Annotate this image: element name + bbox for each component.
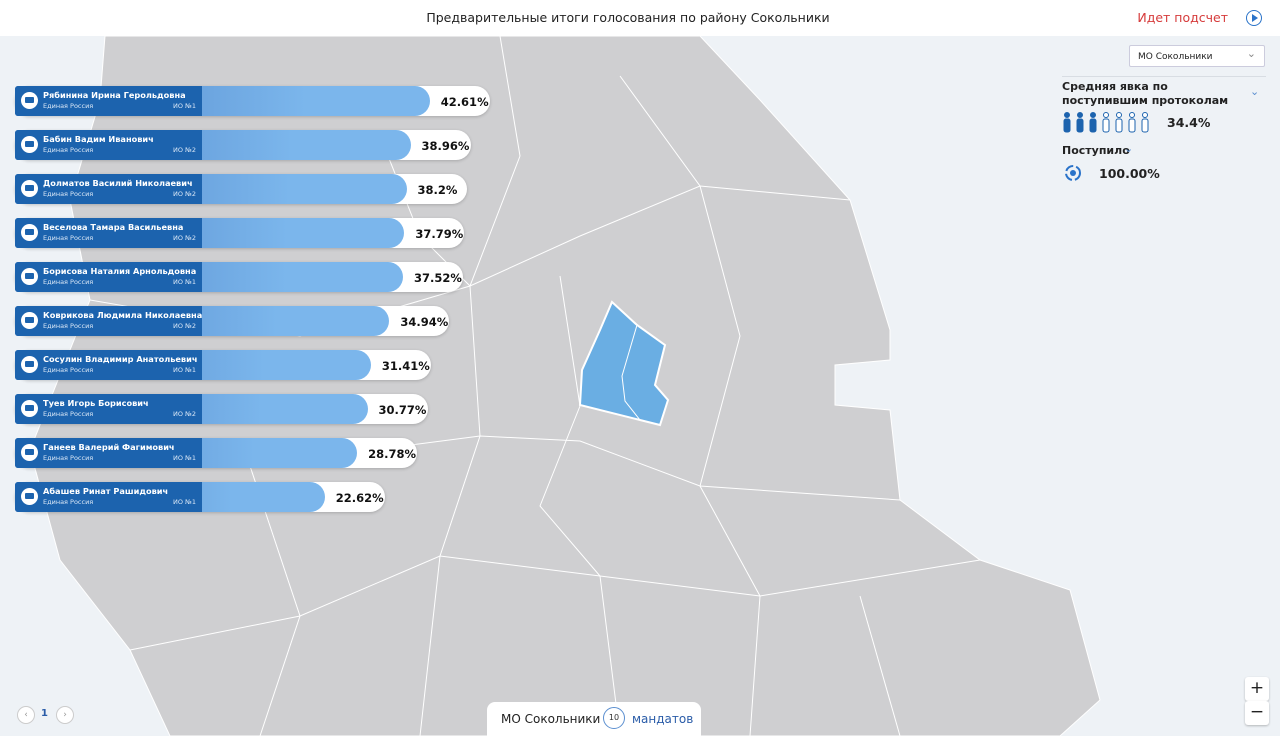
candidate-card: Борисова Наталия Арнольдовна Единая Росси…: [15, 262, 202, 292]
party-logo: [21, 356, 38, 373]
candidate-district: ИО №1: [173, 454, 196, 462]
page-title: Предварительные итоги голосования по рай…: [426, 10, 830, 25]
candidate-name: Бабин Вадим Иванович: [43, 134, 154, 144]
mandates-count: 10: [603, 707, 625, 729]
district-select[interactable]: МО Сокольники: [1129, 43, 1265, 67]
next-page[interactable]: ›: [56, 706, 74, 724]
header: Предварительные итоги голосования по рай…: [0, 0, 1280, 36]
status: Идет подсчет: [1137, 10, 1228, 25]
turnout-value: 34.4%: [1167, 115, 1211, 130]
candidate-district: ИО №2: [173, 190, 196, 198]
selected-district[interactable]: [578, 300, 670, 427]
person-icon: [1115, 112, 1123, 133]
party-logo: [21, 136, 38, 153]
result-label: 34.94%: [400, 315, 449, 329]
candidate-district: ИО №1: [173, 498, 196, 506]
play-button[interactable]: [1246, 10, 1262, 26]
party-logo: [21, 400, 38, 417]
candidate-party: Единая Россия: [43, 366, 94, 374]
candidate-district: ИО №1: [173, 366, 196, 374]
candidate-card: Бабин Вадим Иванович Единая Россия ИО №2: [15, 130, 202, 160]
page-number[interactable]: 1: [41, 708, 48, 719]
party-logo: [21, 488, 38, 505]
candidate-card: Ганеев Валерий Фагимович Единая Россия ИО …: [15, 438, 202, 468]
result-label: 37.52%: [413, 271, 462, 285]
received-value: 100.00%: [1099, 166, 1160, 181]
turnout-icons: [1063, 112, 1149, 133]
candidate-party: Единая Россия: [43, 498, 94, 506]
party-logo: [21, 180, 38, 197]
mandates-label: мандатов: [632, 712, 694, 726]
person-icon: [1141, 112, 1149, 133]
district-border: [621, 324, 641, 421]
candidate-district: ИО №2: [173, 234, 196, 242]
candidate-party: Единая Россия: [43, 146, 94, 154]
person-icon: [1102, 112, 1110, 133]
candidate-district: ИО №2: [173, 410, 196, 418]
person-icon: [1089, 112, 1097, 133]
candidate-party: Единая Россия: [43, 102, 94, 110]
footer-district: МО Сокольники: [501, 712, 601, 726]
result-label: 37.79%: [415, 227, 464, 241]
map[interactable]: [0, 36, 1280, 736]
candidate-name: Рябинина Ирина Герольдовна: [43, 90, 186, 100]
result-label: 28.78%: [368, 447, 416, 461]
candidate-card: Коврикова Людмила Николаевна Единая Росси…: [15, 306, 202, 336]
candidate-party: Единая Россия: [43, 190, 94, 198]
candidate-name: Долматов Василий Николаевич: [43, 178, 193, 188]
party-logo: [21, 224, 38, 241]
footer-panel: МО Сокольники 10 мандатов: [487, 702, 701, 736]
candidate-name: Туев Игорь Борисович: [43, 398, 149, 408]
result-label: 38.96%: [421, 139, 470, 153]
candidate-name: Коврикова Людмила Николаевна: [43, 310, 203, 320]
person-icon: [1063, 112, 1071, 133]
candidate-party: Единая Россия: [43, 410, 94, 418]
candidate-name: Веселова Тамара Васильевна: [43, 222, 184, 232]
result-label: 31.41%: [381, 359, 430, 373]
party-logo: [21, 444, 38, 461]
candidate-district: ИО №1: [173, 278, 196, 286]
received-icon: [1065, 165, 1081, 181]
party-logo: [21, 268, 38, 285]
candidate-party: Единая Россия: [43, 322, 94, 330]
result-label: 42.61%: [440, 95, 489, 109]
candidate-name: Абашев Ринат Рашидович: [43, 486, 169, 496]
person-icon: [1076, 112, 1084, 133]
candidate-name: Ганеев Валерий Фагимович: [43, 442, 175, 452]
candidate-party: Единая Россия: [43, 234, 94, 242]
candidate-card: Туев Игорь Борисович Единая Россия ИО №2: [15, 394, 202, 424]
turnout-title: Средняя явка по поступившим протоколам: [1062, 80, 1229, 107]
person-icon: [1128, 112, 1136, 133]
candidate-card: Рябинина Ирина Герольдовна Единая Россия И…: [15, 86, 202, 116]
district-borders: [29, 36, 981, 736]
divider: [1062, 76, 1266, 77]
candidate-card: Веселова Тамара Васильевна Единая Россия И…: [15, 218, 202, 248]
candidate-party: Единая Россия: [43, 454, 94, 462]
result-label: 38.2%: [417, 183, 458, 197]
prev-page[interactable]: ‹: [17, 706, 35, 724]
expand-icon[interactable]: ⌄: [1124, 142, 1134, 155]
candidate-card: Долматов Василий Николаевич Единая Россия…: [15, 174, 202, 204]
party-logo: [21, 92, 38, 109]
candidate-party: Единая Россия: [43, 278, 94, 286]
party-logo: [21, 312, 38, 329]
result-label: 22.62%: [335, 491, 384, 505]
candidate-name: Борисова Наталия Арнольдовна: [43, 266, 197, 276]
candidate-district: ИО №1: [173, 102, 196, 110]
candidate-district: ИО №2: [173, 146, 196, 154]
zoom-out[interactable]: −: [1245, 701, 1269, 725]
received-title: Поступило: [1062, 144, 1130, 157]
zoom-in[interactable]: +: [1245, 677, 1269, 701]
expand-icon[interactable]: ⌄: [1250, 85, 1260, 98]
result-label: 30.77%: [378, 403, 427, 417]
candidate-district: ИО №2: [173, 322, 196, 330]
candidate-card: Абашев Ринат Рашидович Единая Россия ИО №1: [15, 482, 202, 512]
candidate-name: Сосулин Владимир Анатольевич: [43, 354, 198, 364]
candidate-card: Сосулин Владимир Анатольевич Единая Росси…: [15, 350, 202, 380]
